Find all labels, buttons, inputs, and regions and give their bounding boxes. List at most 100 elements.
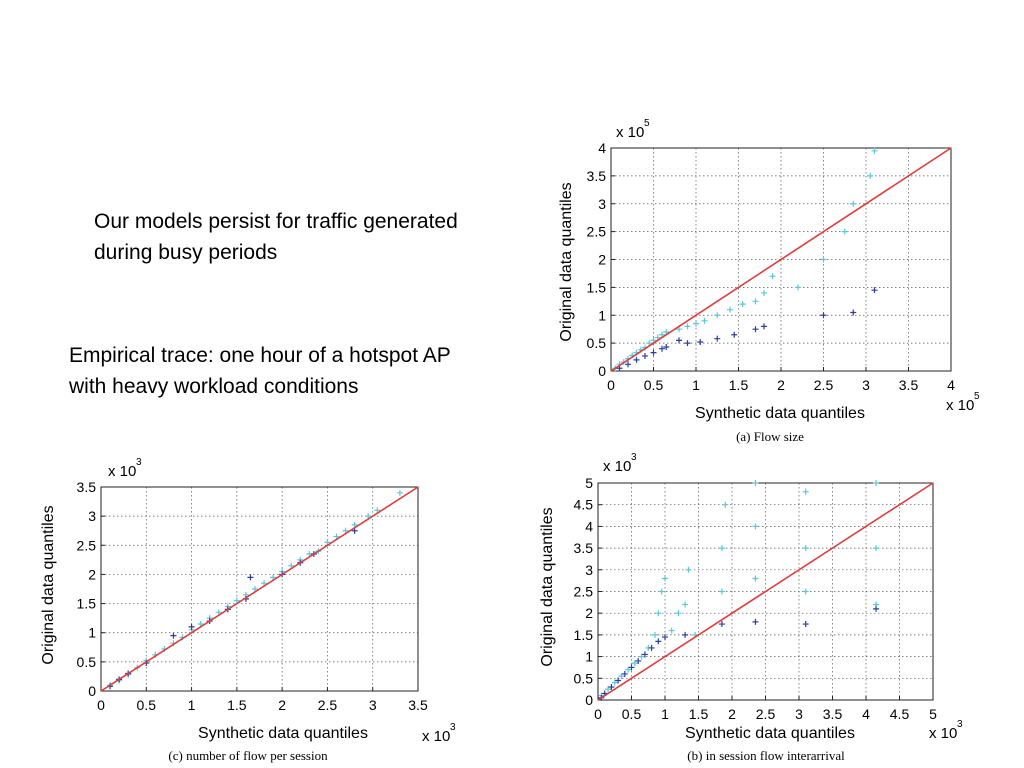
data-point	[873, 545, 880, 552]
x-tick-label: 2	[278, 697, 286, 713]
data-point	[752, 523, 759, 530]
data-point	[638, 653, 645, 660]
data-point	[820, 256, 827, 263]
data-point	[752, 298, 759, 305]
chart-caption: (a) Flow size	[736, 429, 804, 444]
data-point	[752, 618, 759, 625]
data-point	[714, 335, 721, 342]
y-tick-label: 1	[598, 307, 606, 323]
data-point	[685, 566, 692, 573]
data-point	[727, 306, 733, 313]
y-tick-label: 2.5	[574, 584, 594, 600]
data-point	[841, 228, 848, 235]
data-point	[633, 356, 640, 363]
x-tick-label: 3.5	[899, 377, 919, 393]
data-point	[731, 331, 738, 338]
x-axis-label: Synthetic data quantiles	[695, 405, 865, 422]
data-point	[802, 621, 809, 628]
data-point	[682, 601, 689, 608]
data-point	[615, 677, 622, 684]
x-tick-label: 3	[369, 697, 377, 713]
y-multiplier: x 10	[108, 463, 136, 480]
y-tick-label: 2.5	[587, 224, 607, 240]
data-point	[662, 575, 668, 582]
data-point	[621, 670, 628, 677]
y-tick-label: 0.5	[587, 335, 607, 351]
y-tick-label: 3.5	[574, 540, 594, 556]
x-tick-label: 1.5	[689, 706, 709, 722]
data-point	[659, 345, 665, 352]
data-point	[820, 312, 827, 319]
data-point	[625, 361, 631, 368]
data-point	[718, 545, 725, 552]
chart-caption: (b) in session flow interarrival	[687, 748, 845, 763]
x-axis-label: Synthetic data quantiles	[685, 725, 855, 742]
x-tick-label: 3	[795, 706, 803, 722]
data-point	[802, 588, 809, 595]
y-tick-label: 3.5	[77, 479, 97, 495]
y-multiplier-exponent: 3	[136, 457, 142, 468]
text-line: with heavy workload conditions	[69, 375, 359, 398]
data-point	[752, 575, 759, 582]
x-tick-label: 2.5	[814, 377, 834, 393]
x-tick-label: 0.5	[137, 697, 157, 713]
data-point	[188, 623, 195, 630]
y-tick-label: 4	[598, 140, 606, 156]
y-tick-label: 0	[598, 363, 606, 379]
x-tick-label: 2.5	[318, 697, 338, 713]
data-point	[668, 627, 675, 634]
text-line: Empirical trace: one hour of a hotspot A…	[69, 344, 451, 367]
data-point	[693, 320, 699, 327]
text-block-busy-periods: Our models persist for traffic generated…	[94, 206, 458, 268]
reference-line	[610, 147, 952, 372]
y-tick-label: 2	[88, 566, 96, 582]
chart-caption: (c) number of flow per session	[168, 748, 328, 763]
data-point	[761, 323, 767, 330]
data-point	[850, 309, 857, 316]
x-tick-label: 1.5	[729, 377, 749, 393]
data-point	[676, 337, 682, 344]
y-tick-label: 2.5	[77, 537, 97, 553]
data-point	[871, 287, 878, 294]
x-tick-label: 2.5	[756, 706, 776, 722]
text-line: Our models persist for traffic generated	[94, 210, 458, 233]
y-tick-label: 0.5	[77, 654, 97, 670]
y-tick-label: 0	[585, 692, 593, 708]
y-tick-label: 5	[585, 475, 593, 491]
x-tick-label: 4	[947, 377, 955, 393]
y-multiplier-exponent: 3	[631, 452, 637, 463]
data-point	[718, 621, 725, 628]
data-point	[628, 664, 635, 671]
data-point	[605, 686, 612, 693]
data-point	[658, 588, 665, 595]
data-point	[697, 339, 704, 346]
y-tick-label: 4.5	[574, 497, 594, 513]
x-tick-label: 4.5	[890, 706, 910, 722]
data-point	[631, 660, 638, 667]
x-tick-label: 3	[862, 377, 870, 393]
data-point	[675, 610, 682, 617]
x-tick-label: 3.5	[408, 697, 428, 713]
x-tick-label: 4	[862, 706, 870, 722]
data-point	[651, 631, 658, 638]
data-point	[635, 657, 642, 664]
data-point	[871, 147, 878, 154]
data-point	[769, 273, 776, 280]
data-point	[650, 349, 657, 356]
data-point	[662, 634, 668, 641]
x-multiplier-exponent: 3	[450, 722, 456, 733]
data-point	[802, 545, 809, 552]
x-multiplier: x 10	[946, 397, 974, 414]
y-tick-label: 1.5	[77, 596, 97, 612]
data-point	[641, 651, 648, 658]
x-tick-label: 1.5	[227, 697, 247, 713]
data-point	[739, 301, 746, 308]
y-multiplier: x 10	[616, 124, 644, 141]
data-point	[873, 605, 880, 612]
y-tick-label: 3	[598, 196, 606, 212]
data-point	[655, 638, 662, 645]
x-tick-label: 5	[929, 706, 937, 722]
y-tick-label: 1	[585, 649, 593, 665]
x-tick-label: 1	[692, 377, 700, 393]
x-multiplier: x 10	[929, 725, 957, 742]
